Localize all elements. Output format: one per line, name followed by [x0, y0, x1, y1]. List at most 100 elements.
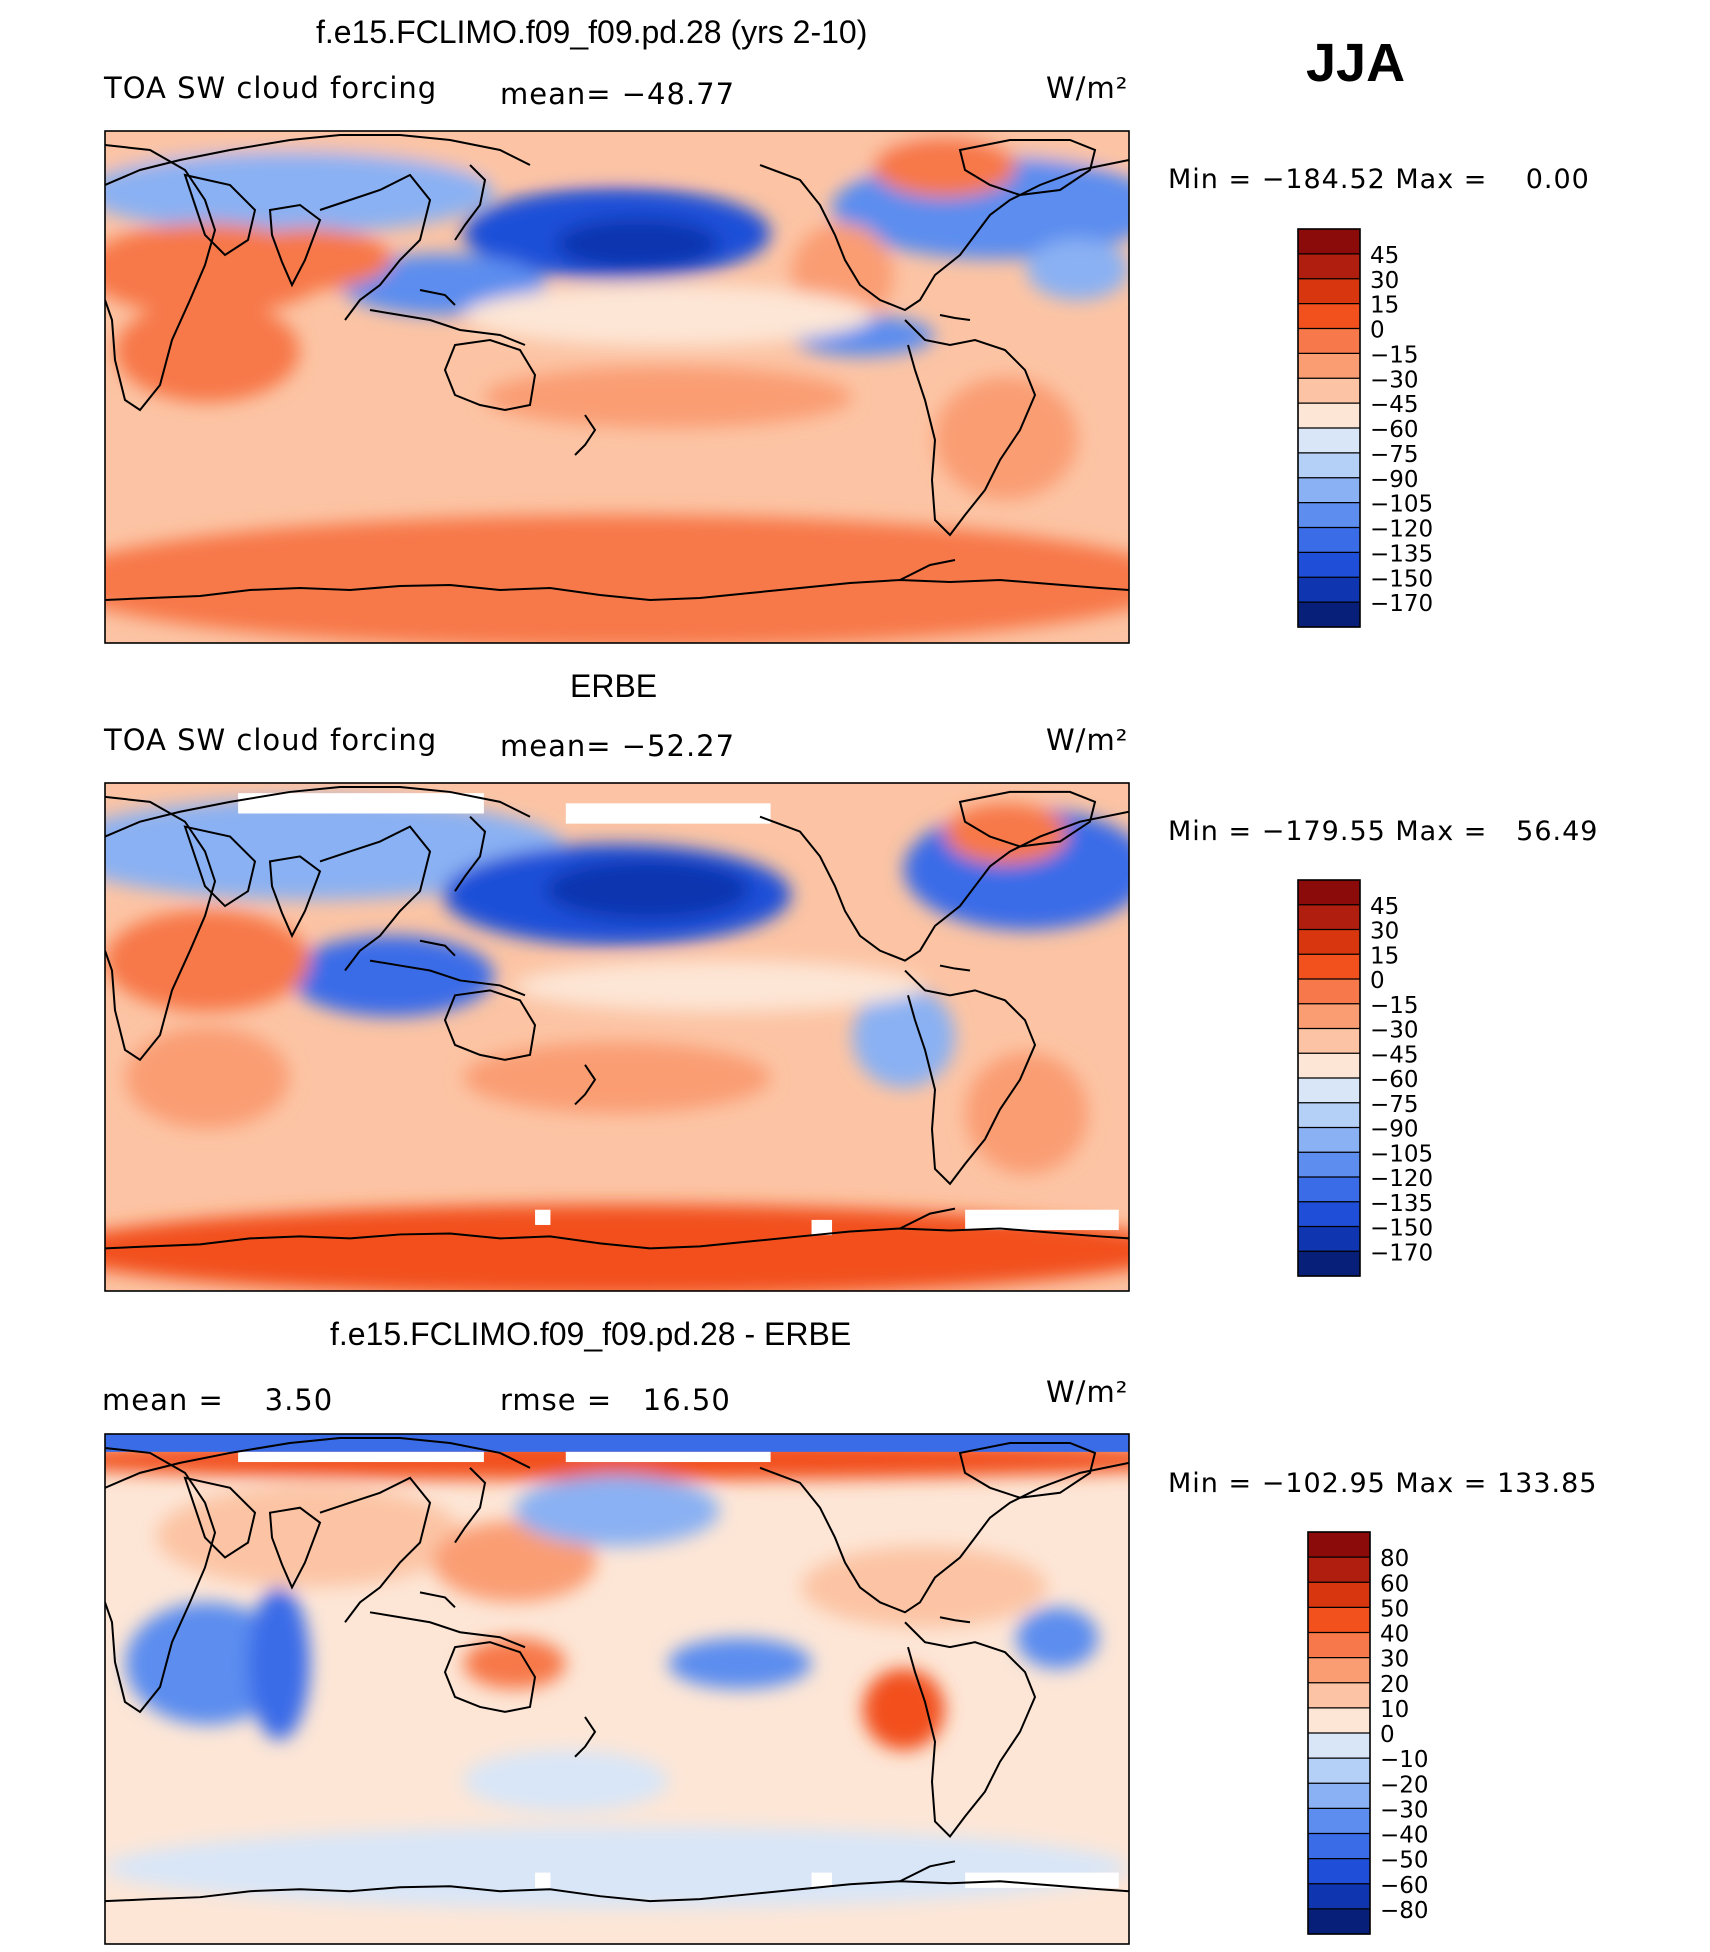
colorbar-1-label-5: −30 — [1370, 367, 1419, 393]
colorbar-1-label-11: −120 — [1370, 517, 1433, 543]
colorbar-3-label-0: 80 — [1380, 1546, 1409, 1572]
map-3-field-4 — [125, 1602, 290, 1725]
colorbar-3-box-9 — [1308, 1758, 1370, 1784]
colorbar-3-label-6: 10 — [1380, 1697, 1409, 1723]
map-3-field-5 — [248, 1587, 310, 1740]
map-2-field-5 — [289, 935, 495, 1017]
colorbar-2-label-4: −15 — [1370, 993, 1419, 1019]
colorbar-1-label-4: −15 — [1370, 342, 1419, 368]
colorbar-1-label-9: −90 — [1370, 467, 1419, 493]
map-2-missing-0 — [238, 793, 484, 814]
map-2-field-7 — [125, 1026, 290, 1129]
colorbar-2-box-3 — [1298, 954, 1360, 980]
colorbar-2-box-9 — [1298, 1102, 1360, 1129]
panel-3-minmax: Min = −102.95 Max = 133.85 — [1168, 1468, 1598, 1499]
map-3-field-12 — [801, 1546, 1048, 1628]
season-label: JJA — [1306, 33, 1406, 93]
colorbar-3-label-7: 0 — [1380, 1722, 1395, 1748]
colorbar-2-label-3: 0 — [1370, 968, 1385, 994]
panel-2-mean-label: mean= −52.27 — [500, 729, 736, 763]
colorbar-3-label-8: −10 — [1380, 1747, 1429, 1773]
colorbar-1-box-1 — [1298, 253, 1360, 280]
colorbar-1-box-15 — [1298, 602, 1360, 628]
map-3-missing-4 — [965, 1872, 1119, 1888]
map-1-field-14 — [463, 284, 873, 347]
colorbar-3-box-5 — [1308, 1657, 1370, 1684]
colorbar-2-label-5: −30 — [1370, 1018, 1419, 1044]
panel-2-title: ERBE — [570, 668, 658, 704]
colorbar-3-label-5: 20 — [1380, 1672, 1409, 1698]
colorbar-3-label-2: 50 — [1380, 1596, 1409, 1622]
panel-1-mean-label: mean= −48.77 — [500, 77, 736, 111]
map-3-field-10 — [463, 1750, 669, 1812]
map-2-missing-3 — [811, 1219, 833, 1236]
colorbar-1-frame — [1297, 228, 1361, 628]
map-2-missing-1 — [565, 803, 771, 824]
colorbar-2-box-5 — [1298, 1003, 1360, 1030]
map-3-field-9 — [1016, 1607, 1099, 1669]
map-1-field-15 — [483, 366, 853, 428]
map-3-field-3 — [514, 1474, 720, 1547]
colorbar-1-label-8: −75 — [1370, 442, 1419, 468]
map-1-field-1 — [105, 151, 495, 234]
colorbar-2-box-7 — [1298, 1053, 1360, 1079]
colorbar-1-label-14: −170 — [1370, 591, 1433, 617]
colorbar-3-box-11 — [1308, 1808, 1370, 1835]
colorbar-1-label-7: −60 — [1370, 417, 1419, 443]
colorbar-1-box-14 — [1298, 577, 1360, 603]
map-3-missing-3 — [811, 1872, 833, 1888]
colorbar-2-label-13: −150 — [1370, 1216, 1433, 1242]
map-2-field-2 — [545, 859, 751, 921]
map-1-frame — [104, 130, 1130, 644]
map-3-field-11 — [105, 1826, 1129, 1909]
map-2-field-6 — [105, 910, 310, 1012]
map-2-field-10 — [965, 1052, 1089, 1175]
map-3-field-6 — [463, 1638, 566, 1689]
panel-1-minmax: Min = −184.52 Max = 0.00 — [1168, 164, 1590, 195]
map-2-field-4 — [944, 803, 1068, 865]
panel-3-rmse-label: rmse = 16.50 — [500, 1383, 731, 1417]
colorbar-2-box-1 — [1298, 904, 1360, 931]
panel-2-minmax: Min = −179.55 Max = 56.49 — [1168, 816, 1599, 847]
colorbar-2-label-2: 15 — [1370, 943, 1399, 969]
colorbar-1-label-0: 45 — [1370, 243, 1399, 269]
colorbar-3-box-10 — [1308, 1783, 1370, 1809]
panel-2-units: W/m² — [1046, 723, 1129, 757]
colorbar-3-box-13 — [1308, 1858, 1370, 1885]
colorbar-3-box-1 — [1308, 1557, 1370, 1583]
colorbar-2-label-9: −90 — [1370, 1117, 1419, 1143]
map-3-missing-0 — [238, 1451, 484, 1463]
panel-3-mean-label: mean = 3.50 — [102, 1383, 334, 1417]
panel-3-units: W/m² — [1046, 1375, 1129, 1409]
panel-1-map — [104, 130, 1130, 644]
map-3-field-1 — [156, 1485, 464, 1587]
map-1-field-11 — [115, 299, 300, 403]
colorbar-3-box-0 — [1308, 1532, 1370, 1558]
colorbar-2-label-11: −120 — [1370, 1166, 1433, 1192]
colorbar-2-box-13 — [1298, 1201, 1360, 1228]
colorbar-3-label-10: −30 — [1380, 1797, 1429, 1823]
colorbar-2-box-12 — [1298, 1177, 1360, 1203]
colorbar-2-box-14 — [1298, 1226, 1360, 1252]
colorbar-3-label-11: −40 — [1380, 1823, 1429, 1849]
colorbar-2-box-4 — [1298, 979, 1360, 1005]
colorbar-3-box-15 — [1308, 1908, 1370, 1935]
map-2-missing-2 — [535, 1209, 551, 1225]
panel-3-title: f.e15.FCLIMO.f09_f09.pd.28 - ERBE — [330, 1316, 852, 1352]
colorbar-3-box-7 — [1308, 1707, 1370, 1734]
colorbar-3-box-2 — [1308, 1582, 1370, 1608]
colorbar-1-box-4 — [1298, 328, 1360, 354]
map-1-field-8 — [227, 228, 392, 290]
colorbar-1-box-8 — [1298, 428, 1360, 454]
panel-1-colorbar: 4530150−15−30−45−60−75−90−105−120−135−15… — [1297, 228, 1433, 628]
map-1-field-16 — [1026, 238, 1129, 300]
map-3-missing-1 — [565, 1451, 771, 1463]
colorbar-1-label-1: 30 — [1370, 268, 1399, 294]
panel-1-title: f.e15.FCLIMO.f09_f09.pd.28 (yrs 2-10) — [316, 14, 868, 50]
map-1-field-12 — [934, 376, 1078, 500]
colorbar-2-label-7: −60 — [1370, 1067, 1419, 1093]
colorbar-2-box-10 — [1298, 1127, 1360, 1153]
map-3-frame — [104, 1433, 1130, 1945]
panel-2-variable-label: TOA SW cloud forcing — [104, 723, 438, 757]
